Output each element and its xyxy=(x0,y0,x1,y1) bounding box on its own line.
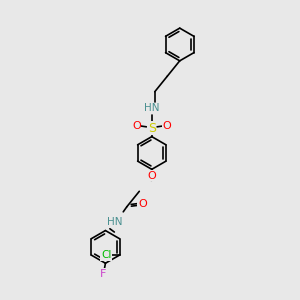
Text: S: S xyxy=(148,122,156,135)
Text: O: O xyxy=(163,121,172,131)
Text: O: O xyxy=(132,121,141,131)
Text: Cl: Cl xyxy=(101,250,111,260)
Text: HN: HN xyxy=(106,217,122,227)
Text: O: O xyxy=(147,171,156,181)
Text: F: F xyxy=(100,268,106,279)
Text: O: O xyxy=(138,200,147,209)
Text: HN: HN xyxy=(144,103,160,113)
